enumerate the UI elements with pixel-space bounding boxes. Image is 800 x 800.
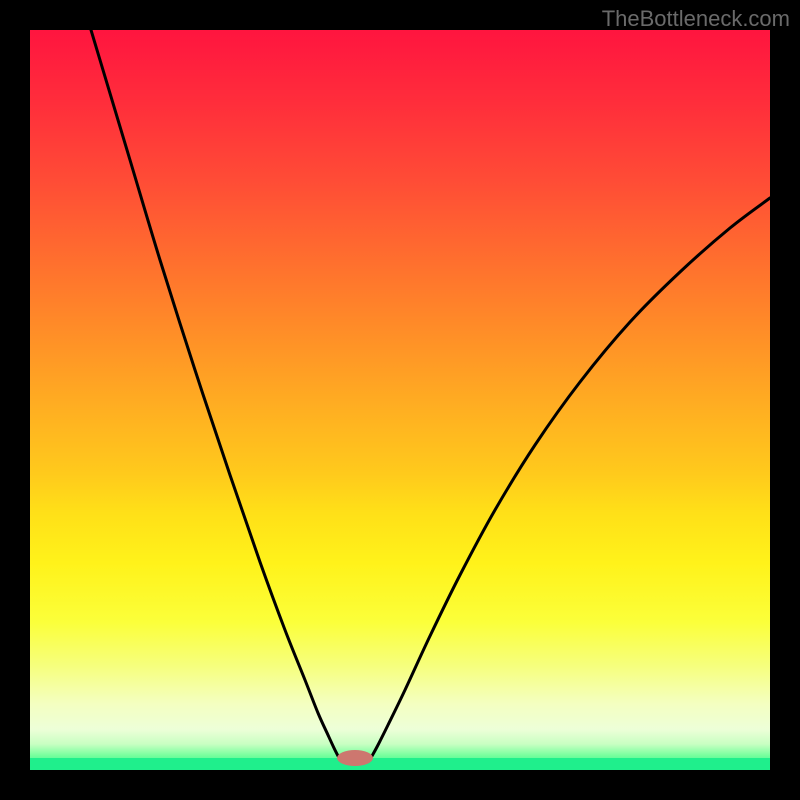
plot-background <box>30 30 770 770</box>
chart-container: TheBottleneck.com <box>0 0 800 800</box>
bottleneck-chart <box>0 0 800 800</box>
frame-right <box>770 0 800 800</box>
frame-left <box>0 0 30 800</box>
watermark-text: TheBottleneck.com <box>602 6 790 32</box>
bottleneck-marker <box>337 750 373 766</box>
frame-bottom <box>0 770 800 800</box>
green-band <box>30 758 770 770</box>
